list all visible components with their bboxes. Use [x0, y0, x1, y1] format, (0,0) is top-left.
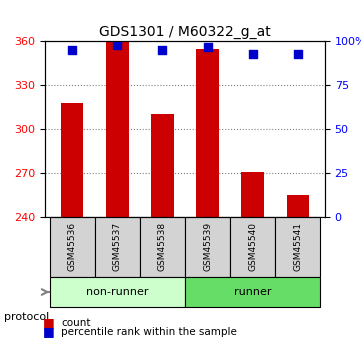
Bar — [61, 103, 83, 217]
FancyBboxPatch shape — [140, 217, 185, 277]
Bar — [106, 41, 129, 217]
FancyBboxPatch shape — [275, 217, 321, 277]
Title: GDS1301 / M60322_g_at: GDS1301 / M60322_g_at — [99, 25, 271, 39]
FancyBboxPatch shape — [49, 217, 95, 277]
Bar — [151, 115, 174, 217]
FancyBboxPatch shape — [185, 217, 230, 277]
FancyBboxPatch shape — [230, 217, 275, 277]
Text: ■: ■ — [43, 316, 55, 329]
Point — [205, 44, 210, 49]
Text: percentile rank within the sample: percentile rank within the sample — [61, 327, 237, 337]
Text: GSM45536: GSM45536 — [68, 222, 77, 272]
Text: GSM45538: GSM45538 — [158, 222, 167, 272]
Point — [160, 47, 165, 53]
Point — [250, 51, 256, 57]
Text: runner: runner — [234, 287, 271, 297]
Point — [114, 42, 120, 48]
Point — [295, 51, 301, 57]
Text: GSM45537: GSM45537 — [113, 222, 122, 272]
Text: count: count — [61, 318, 91, 327]
Bar — [196, 49, 219, 217]
FancyBboxPatch shape — [95, 217, 140, 277]
Text: GSM45539: GSM45539 — [203, 222, 212, 272]
Bar — [242, 171, 264, 217]
FancyBboxPatch shape — [49, 277, 185, 307]
FancyBboxPatch shape — [185, 277, 321, 307]
Text: protocol: protocol — [4, 313, 49, 322]
Point — [69, 47, 75, 53]
Text: GSM45540: GSM45540 — [248, 223, 257, 272]
Text: non-runner: non-runner — [86, 287, 149, 297]
Text: GSM45541: GSM45541 — [293, 223, 302, 272]
Text: ■: ■ — [43, 325, 55, 338]
Bar — [287, 195, 309, 217]
